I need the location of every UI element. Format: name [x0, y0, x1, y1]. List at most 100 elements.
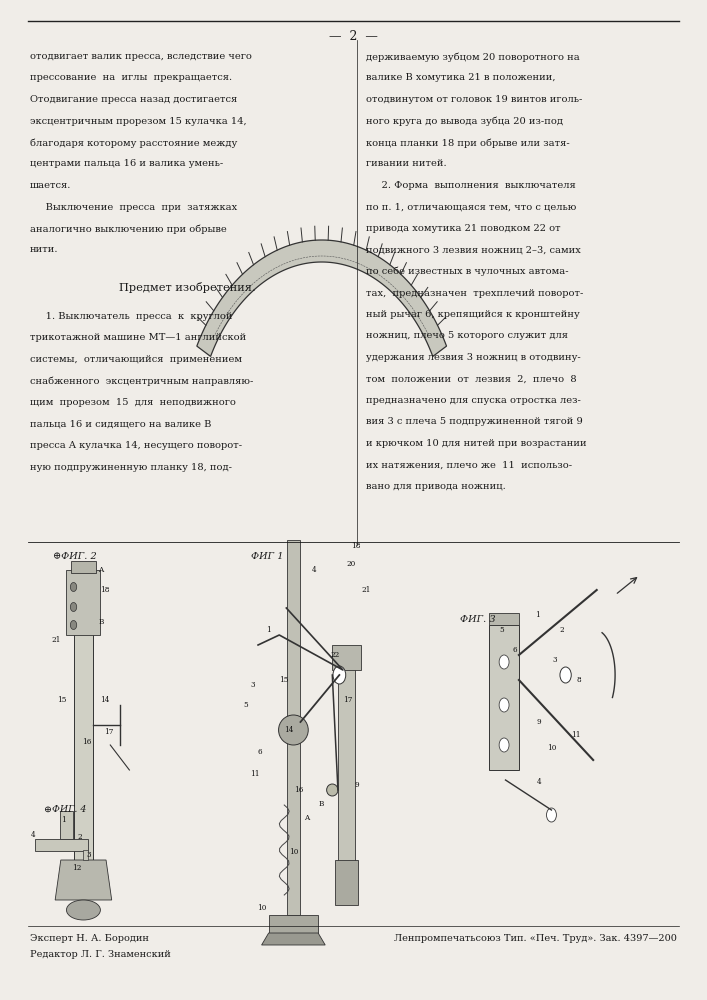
Bar: [338, 665, 355, 865]
Text: шается.: шается.: [30, 181, 71, 190]
Text: вия 3 с плеча 5 подпружиненной тягой 9: вия 3 с плеча 5 подпружиненной тягой 9: [366, 418, 583, 426]
Text: 22: 22: [330, 651, 340, 659]
Text: прессование  на  иглы  прекращается.: прессование на иглы прекращается.: [30, 74, 232, 83]
Ellipse shape: [333, 666, 346, 684]
Text: 1: 1: [267, 626, 271, 634]
Text: снабженного  эксцентричным направляю-: снабженного эксцентричным направляю-: [30, 376, 253, 386]
Text: Отодвигание пресса назад достигается: Отодвигание пресса назад достигается: [30, 95, 237, 104]
Bar: [489, 613, 519, 625]
Bar: [66, 570, 100, 635]
Text: 2: 2: [560, 626, 564, 634]
Text: 6: 6: [258, 748, 262, 756]
Text: предназначено для спуска отростка лез-: предназначено для спуска отростка лез-: [366, 396, 580, 405]
Text: 10: 10: [547, 744, 556, 752]
Text: ⊕ФИГ. 2: ⊕ФИГ. 2: [53, 552, 97, 561]
Polygon shape: [197, 240, 447, 356]
Text: ФИГ. 3: ФИГ. 3: [460, 615, 495, 624]
Text: Редактор Л. Г. Знаменский: Редактор Л. Г. Знаменский: [30, 950, 170, 959]
Text: 4: 4: [312, 566, 317, 574]
Text: системы,  отличающийся  применением: системы, отличающийся применением: [30, 355, 242, 364]
Text: 5: 5: [244, 701, 248, 709]
Bar: [287, 540, 300, 915]
Polygon shape: [262, 933, 325, 945]
Text: —  2  —: — 2 —: [329, 30, 378, 43]
Text: 20: 20: [346, 560, 356, 568]
Text: A: A: [98, 566, 104, 574]
Text: тах,  предназначен  трехплечий поворот-: тах, предназначен трехплечий поворот-: [366, 288, 583, 298]
Text: 17: 17: [104, 728, 114, 736]
Bar: [83, 850, 88, 860]
Text: отодвинутом от головок 19 винтов иголь-: отодвинутом от головок 19 винтов иголь-: [366, 95, 582, 104]
Text: держиваемую зубцом 20 поворотного на: держиваемую зубцом 20 поворотного на: [366, 52, 579, 62]
Ellipse shape: [499, 655, 509, 669]
Text: 14: 14: [284, 726, 293, 734]
Text: 16: 16: [293, 786, 303, 794]
Text: 12: 12: [71, 864, 81, 872]
Text: 11: 11: [571, 731, 581, 739]
Text: валике B хомутика 21 в положении,: валике B хомутика 21 в положении,: [366, 74, 555, 83]
Text: отодвигает валик пресса, вследствие чего: отодвигает валик пресса, вследствие чего: [30, 52, 252, 61]
Text: 18: 18: [100, 586, 110, 594]
Text: 1. Выключатель  пресса  к  круглой: 1. Выключатель пресса к круглой: [30, 312, 232, 321]
Text: центрами пальца 16 и валика умень-: центрами пальца 16 и валика умень-: [30, 159, 223, 168]
Text: 15: 15: [57, 696, 67, 704]
Bar: [71, 561, 96, 573]
Ellipse shape: [499, 698, 509, 712]
Text: 10: 10: [257, 904, 267, 912]
Text: по п. 1, отличающаяся тем, что с целью: по п. 1, отличающаяся тем, что с целью: [366, 202, 576, 212]
Text: привода хомутика 21 поводком 22 от: привода хомутика 21 поводком 22 от: [366, 224, 560, 233]
Ellipse shape: [279, 715, 308, 745]
Text: удержания лезвия 3 ножниц в отодвину-: удержания лезвия 3 ножниц в отодвину-: [366, 353, 580, 362]
Text: 6: 6: [513, 646, 517, 654]
Text: и крючком 10 для нитей при возрастании: и крючком 10 для нитей при возрастании: [366, 439, 586, 448]
Ellipse shape: [66, 900, 100, 920]
Text: подвижного 3 лезвия ножниц 2–3, самих: подвижного 3 лезвия ножниц 2–3, самих: [366, 245, 580, 254]
Text: 2. Форма  выполнения  выключателя: 2. Форма выполнения выключателя: [366, 181, 575, 190]
Text: нити.: нити.: [30, 245, 58, 254]
Text: ФИГ 1: ФИГ 1: [251, 552, 284, 561]
Text: 1: 1: [535, 611, 539, 619]
Text: том  положении  от  лезвия  2,  плечо  8: том положении от лезвия 2, плечо 8: [366, 374, 576, 383]
Text: Выключение  пресса  при  затяжках: Выключение пресса при затяжках: [30, 202, 237, 212]
Text: 18: 18: [351, 542, 361, 550]
Text: 11: 11: [250, 770, 259, 778]
Text: щим  прорезом  15  для  неподвижного: щим прорезом 15 для неподвижного: [30, 398, 235, 407]
Bar: [74, 590, 93, 860]
Text: A: A: [304, 814, 310, 822]
Text: 17: 17: [343, 696, 353, 704]
Bar: [489, 625, 519, 770]
Ellipse shape: [547, 808, 556, 822]
Text: 10: 10: [288, 848, 298, 856]
Text: по себе известных в чулочных автома-: по себе известных в чулочных автома-: [366, 267, 568, 276]
Text: Эксперт Н. А. Бородин: Эксперт Н. А. Бородин: [30, 934, 148, 943]
Bar: [35, 839, 88, 851]
Text: 2: 2: [78, 833, 82, 841]
Ellipse shape: [499, 738, 509, 752]
Text: 1: 1: [62, 816, 66, 824]
Ellipse shape: [327, 784, 338, 796]
Text: 9: 9: [537, 718, 541, 726]
Ellipse shape: [70, 602, 76, 611]
Text: 5: 5: [500, 626, 504, 634]
Text: ную подпружиненную планку 18, под-: ную подпружиненную планку 18, под-: [30, 462, 232, 472]
Text: 3: 3: [251, 681, 255, 689]
Text: B: B: [319, 800, 325, 808]
Text: 3: 3: [553, 656, 557, 664]
Text: эксцентричным прорезом 15 кулачка 14,: эксцентричным прорезом 15 кулачка 14,: [30, 116, 246, 125]
Polygon shape: [55, 860, 112, 900]
Ellipse shape: [560, 667, 571, 683]
Bar: [269, 915, 318, 933]
Text: 3: 3: [86, 851, 90, 859]
Text: 8: 8: [576, 676, 580, 684]
Text: 16: 16: [82, 738, 92, 746]
Text: 14: 14: [100, 696, 110, 704]
Text: пальца 16 и сидящего на валике B: пальца 16 и сидящего на валике B: [30, 420, 211, 428]
Text: ⊕ФИГ. 4: ⊕ФИГ. 4: [44, 805, 86, 814]
Text: B: B: [98, 618, 104, 626]
Bar: [332, 645, 361, 670]
Text: вано для привода ножниц.: вано для привода ножниц.: [366, 482, 506, 491]
Text: 4: 4: [537, 778, 541, 786]
Text: ного круга до вывода зубца 20 из-под: ного круга до вывода зубца 20 из-под: [366, 116, 563, 126]
Text: благодаря которому расстояние между: благодаря которому расстояние между: [30, 138, 237, 147]
Text: 9: 9: [355, 781, 359, 789]
